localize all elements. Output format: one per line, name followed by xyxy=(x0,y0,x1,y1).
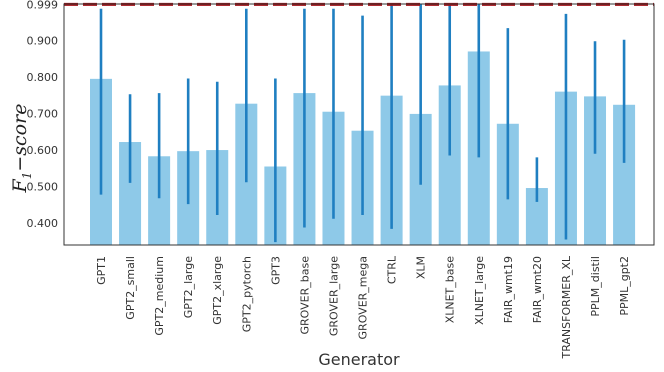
y-tick-label: 0.400 xyxy=(27,217,59,230)
y-tick-label: 0.800 xyxy=(27,71,59,84)
x-tick-label-GPT2_xlarge: GPT2_xlarge xyxy=(211,256,224,325)
x-tick-label-GPT2_large: GPT2_large xyxy=(182,256,195,318)
y-tick-label: 0.600 xyxy=(27,144,59,157)
bar-XLNET_base xyxy=(438,85,461,245)
y-tick-label: 0.500 xyxy=(27,181,59,194)
errorbars-layer xyxy=(99,4,626,243)
x-tick-label-GPT2_pytorch: GPT2_pytorch xyxy=(240,256,253,332)
x-tick-label-PPLM_distil: PPLM_distil xyxy=(589,256,602,317)
x-axis-ticks: GPT1 GPT2_small GPT2_medium GPT2_large GPT2_… xyxy=(95,255,631,359)
x-tick-label-FAIR_wmt20: FAIR_wmt20 xyxy=(531,256,544,323)
bar-GPT2_small xyxy=(119,142,142,245)
y-tick-label: 0.999 xyxy=(27,0,59,11)
y-axis-label: F1−score xyxy=(9,104,34,194)
x-tick-label-GROVER_large: GROVER_large xyxy=(327,256,340,336)
x-tick-label-PPML_gpt2: PPML_gpt2 xyxy=(618,256,631,316)
x-tick-label-GPT1: GPT1 xyxy=(95,256,108,285)
bar-GPT2_medium xyxy=(148,156,171,245)
x-tick-label-TRANSFORMER_XL: TRANSFORMER_XL xyxy=(560,255,573,359)
x-tick-label-GROVER_mega: GROVER_mega xyxy=(357,256,370,339)
plot-frame xyxy=(63,3,655,246)
y-tick-label: 0.700 xyxy=(27,108,59,121)
x-tick-label-GPT2_small: GPT2_small xyxy=(124,256,137,320)
bar-FAIR_wmt20 xyxy=(525,188,548,245)
x-axis-label: Generator xyxy=(318,350,400,369)
x-tick-label-CTRL: CTRL xyxy=(386,255,399,284)
bar-PPLM_distil xyxy=(584,96,607,245)
y-axis-label-main: F xyxy=(9,178,31,193)
x-tick-label-XLNET_base: XLNET_base xyxy=(444,256,457,324)
x-tick-label-XLM: XLM xyxy=(415,256,428,279)
x-tick-label-GPT2_medium: GPT2_medium xyxy=(153,256,166,336)
x-tick-label-GROVER_base: GROVER_base xyxy=(298,256,311,335)
x-tick-label-XLNET_large: XLNET_large xyxy=(473,256,486,325)
y-tick-label: 0.900 xyxy=(27,35,59,48)
y-axis-label-rest: −score xyxy=(9,104,31,172)
y-axis-ticks: 0.400 0.500 0.600 0.700 0.800 0.900 0.999 xyxy=(27,0,59,230)
y-axis-label-sub: 1 xyxy=(20,172,34,180)
x-tick-label-FAIR_wmt19: FAIR_wmt19 xyxy=(502,256,515,323)
bar-PPML_gpt2 xyxy=(613,104,636,245)
x-tick-label-GPT3: GPT3 xyxy=(269,256,282,285)
